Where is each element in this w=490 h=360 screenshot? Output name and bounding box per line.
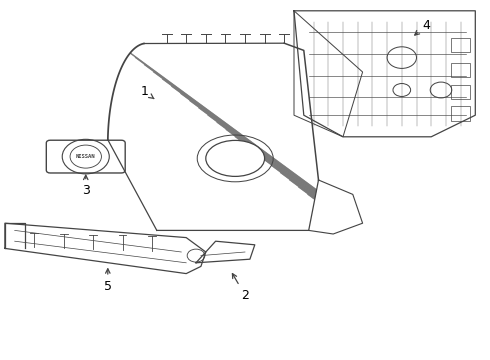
Text: 5: 5 [104,269,112,293]
Text: 3: 3 [82,175,90,197]
Ellipse shape [206,140,265,176]
Text: NISSAN: NISSAN [76,154,96,159]
Text: 1: 1 [141,85,154,99]
Text: 4: 4 [415,19,430,35]
Text: 2: 2 [232,274,249,302]
